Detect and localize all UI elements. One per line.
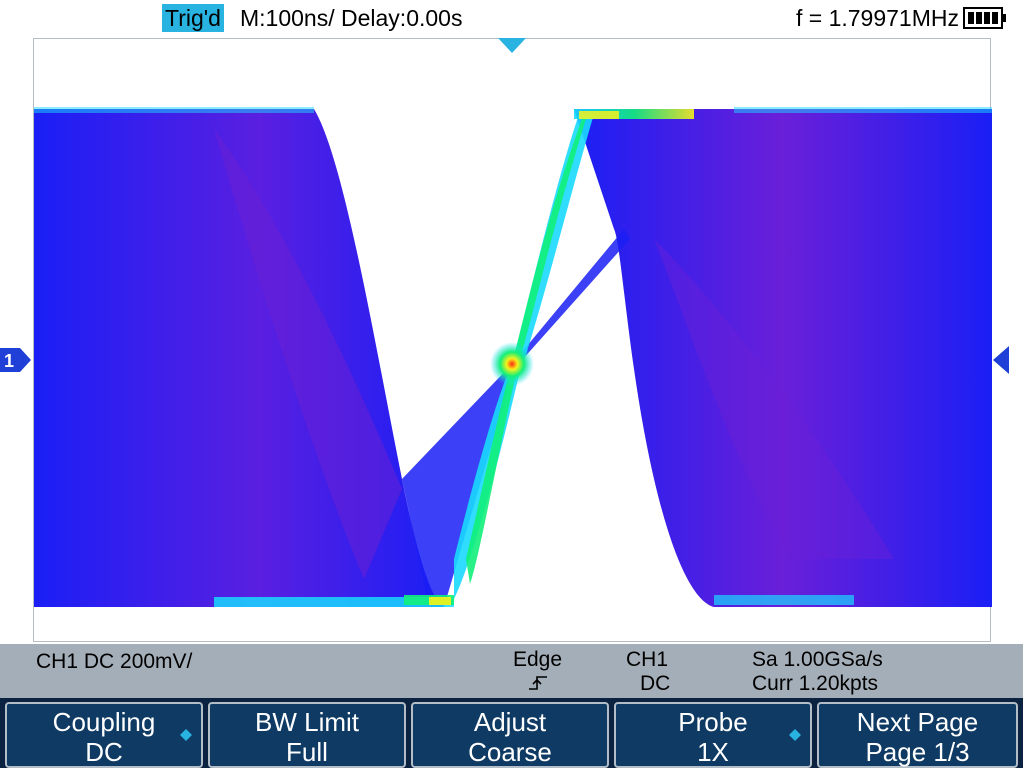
softkey-value: Coarse — [468, 737, 552, 767]
sample-rate: Sa 1.00GSa/s — [752, 648, 883, 671]
channel-setting[interactable]: CH1 DC 200mV/ — [36, 650, 193, 673]
coupling-softkey[interactable]: Coupling DC — [5, 702, 203, 768]
channel-1-label: 1 — [4, 351, 14, 371]
softkey-label: Coupling — [52, 707, 156, 737]
trigger-type: Edge — [513, 648, 563, 671]
timebase-readout: M:100ns/ Delay:0.00s — [240, 5, 463, 31]
softkey-label: BW Limit — [255, 707, 359, 737]
trigger-level-icon[interactable] — [991, 346, 1011, 374]
next-page-softkey[interactable]: Next Page Page 1/3 — [817, 702, 1018, 768]
waveform-display[interactable] — [33, 38, 992, 642]
channel-1-marker[interactable]: 1 — [0, 348, 32, 372]
info-bar: CH1 DC 200mV/ Edge CH1 DC Sa 1.00GSa/s C… — [0, 644, 1023, 698]
softkey-value: DC — [85, 737, 123, 767]
battery-full-icon — [963, 7, 1006, 29]
softkey-value: Page 1/3 — [865, 737, 970, 767]
softkey-label: Adjust — [473, 707, 547, 737]
softkey-value: 1X — [697, 737, 729, 767]
trigger-position-icon[interactable] — [498, 38, 526, 54]
adjust-knob-icon — [180, 729, 192, 741]
trigger-source: CH1 — [626, 648, 669, 671]
memory-depth: Curr 1.20kpts — [752, 672, 879, 695]
adjust-knob-icon — [789, 729, 801, 741]
trigger-coupling: DC — [640, 672, 671, 695]
softkey-menu: Coupling DC BW Limit Full Adjust Coarse … — [0, 698, 1023, 768]
bw-limit-softkey[interactable]: BW Limit Full — [208, 702, 406, 768]
softkey-value: Full — [286, 737, 328, 767]
trigger-status-badge: Trig'd — [162, 4, 224, 32]
softkey-label: Probe — [678, 707, 748, 737]
waveform-trace — [34, 107, 992, 607]
adjust-softkey[interactable]: Adjust Coarse — [411, 702, 609, 768]
softkey-label: Next Page — [856, 707, 979, 737]
frequency-readout: f = 1.79971MHz — [795, 5, 959, 31]
probe-softkey[interactable]: Probe 1X — [614, 702, 812, 768]
top-status-bar: Trig'd M:100ns/ Delay:0.00s f = 1.79971M… — [0, 0, 1023, 36]
rising-edge-icon — [529, 676, 547, 690]
